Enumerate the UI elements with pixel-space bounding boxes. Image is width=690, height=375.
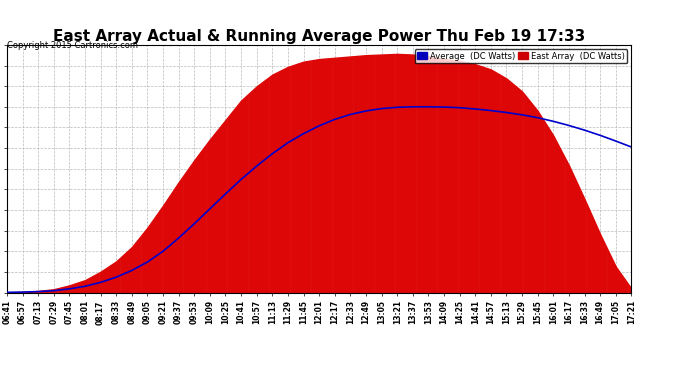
Text: Copyright 2015 Cartronics.com: Copyright 2015 Cartronics.com [7, 41, 138, 50]
Title: East Array Actual & Running Average Power Thu Feb 19 17:33: East Array Actual & Running Average Powe… [53, 29, 585, 44]
Legend: Average  (DC Watts), East Array  (DC Watts): Average (DC Watts), East Array (DC Watts… [415, 49, 627, 63]
